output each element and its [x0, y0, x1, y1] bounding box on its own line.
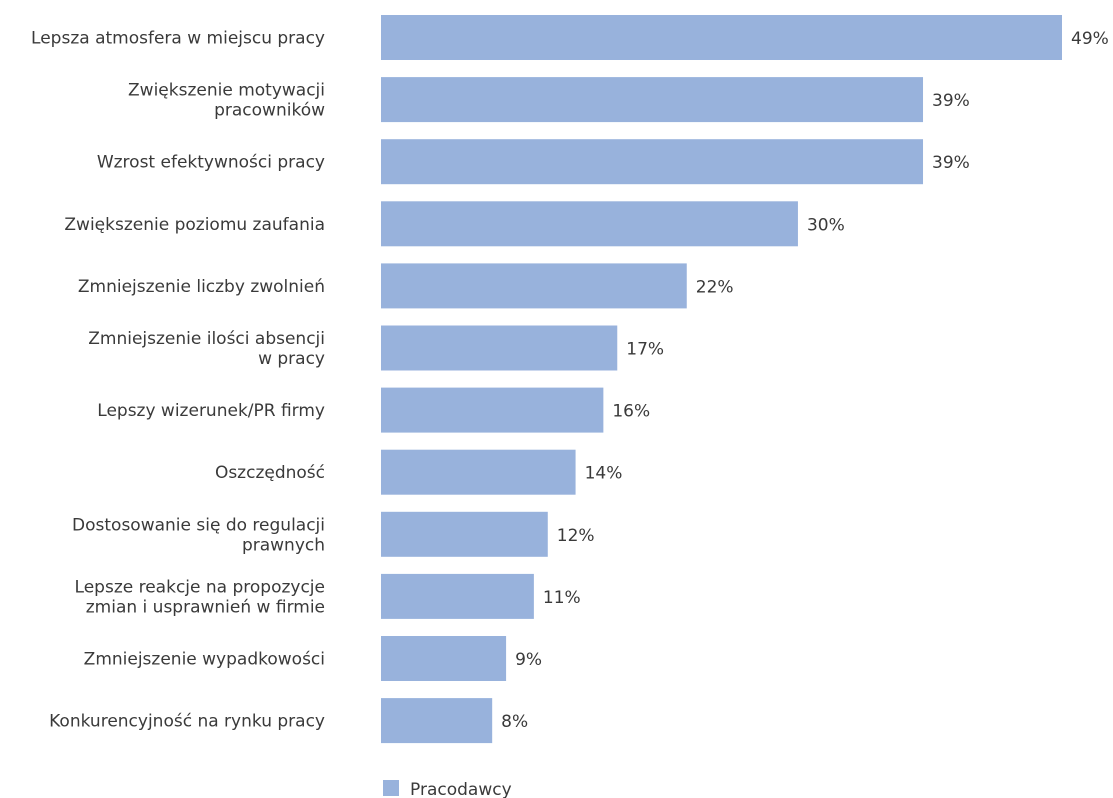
category-label-line: Zwiększenie motywacji — [128, 81, 325, 101]
legend: Pracodawcy — [383, 780, 512, 798]
category-label: Oszczędność — [215, 463, 325, 483]
category-label: Zmniejszenie liczby zwolnień — [78, 277, 325, 297]
bar — [381, 573, 534, 619]
category-label: Zwiększenie poziomu zaufania — [64, 215, 325, 235]
bar — [381, 15, 1062, 60]
data-label: 11% — [543, 588, 581, 608]
category-label-line: Lepsza atmosfera w miejscu pracy — [31, 29, 325, 49]
data-label: 17% — [626, 340, 664, 360]
bar — [381, 77, 924, 123]
data-label: 39% — [932, 91, 970, 111]
category-label: Dostosowanie się do regulacji prawnych — [72, 515, 325, 555]
category-label-line: Zmniejszenie wypadkowości — [84, 650, 325, 670]
category-label-line: pracowników — [214, 101, 325, 121]
data-label: 49% — [1071, 29, 1109, 49]
value-labels: 49% 39% 39% 30% 22% 17% 16% 14% 12% 11% 9% 8% — [501, 29, 1109, 732]
category-label-line: Lepsze reakcje na propozycje — [75, 577, 325, 597]
category-label-line: w pracy — [258, 349, 325, 369]
category-label-line: Zwiększenie poziomu zaufania — [64, 215, 325, 235]
category-label-line: zmian i usprawnień w firmie — [86, 597, 325, 617]
category-label: Lepsza atmosfera w miejscu pracy — [31, 29, 325, 49]
legend-swatch — [383, 780, 399, 796]
bar — [381, 325, 618, 371]
category-label: Wzrost efektywności pracy — [97, 153, 325, 173]
bar — [381, 263, 687, 309]
data-label: 30% — [807, 215, 845, 235]
data-label: 8% — [501, 712, 528, 732]
bar — [381, 387, 604, 433]
data-label: 12% — [557, 526, 595, 546]
legend-label: Pracodawcy — [410, 780, 512, 798]
bar — [381, 698, 493, 744]
category-label-line: prawnych — [242, 535, 325, 555]
data-label: 14% — [585, 464, 623, 484]
category-label: Zwiększenie motywacji pracowników — [128, 81, 325, 121]
bar — [381, 511, 548, 557]
data-label: 39% — [932, 153, 970, 173]
category-label-line: Dostosowanie się do regulacji — [72, 515, 325, 535]
category-label: Zmniejszenie wypadkowości — [84, 650, 325, 670]
bar — [381, 636, 507, 681]
category-label-line: Wzrost efektywności pracy — [97, 153, 325, 173]
category-label-line: Oszczędność — [215, 463, 325, 483]
data-label: 16% — [612, 402, 650, 422]
category-label: Lepsze reakcje na propozycje zmian i uspr… — [75, 577, 325, 617]
data-label: 22% — [696, 277, 734, 297]
category-label-line: Lepszy wizerunek/PR firmy — [97, 401, 325, 421]
category-label: Konkurencyjność na rynku pracy — [49, 712, 325, 732]
category-label-line: Zmniejszenie liczby zwolnień — [78, 277, 325, 297]
data-label: 9% — [515, 650, 542, 670]
category-label: Zmniejszenie ilości absencji w pracy — [88, 329, 325, 369]
bar — [381, 139, 924, 185]
bar — [381, 449, 576, 495]
category-label-line: Konkurencyjność na rynku pracy — [49, 712, 325, 732]
bars — [381, 15, 1062, 744]
category-label-line: Zmniejszenie ilości absencji — [88, 329, 325, 349]
category-labels: Lepsza atmosfera w miejscu pracy Zwiększe… — [31, 29, 325, 732]
category-label: Lepszy wizerunek/PR firmy — [97, 401, 325, 421]
bar — [381, 201, 798, 247]
